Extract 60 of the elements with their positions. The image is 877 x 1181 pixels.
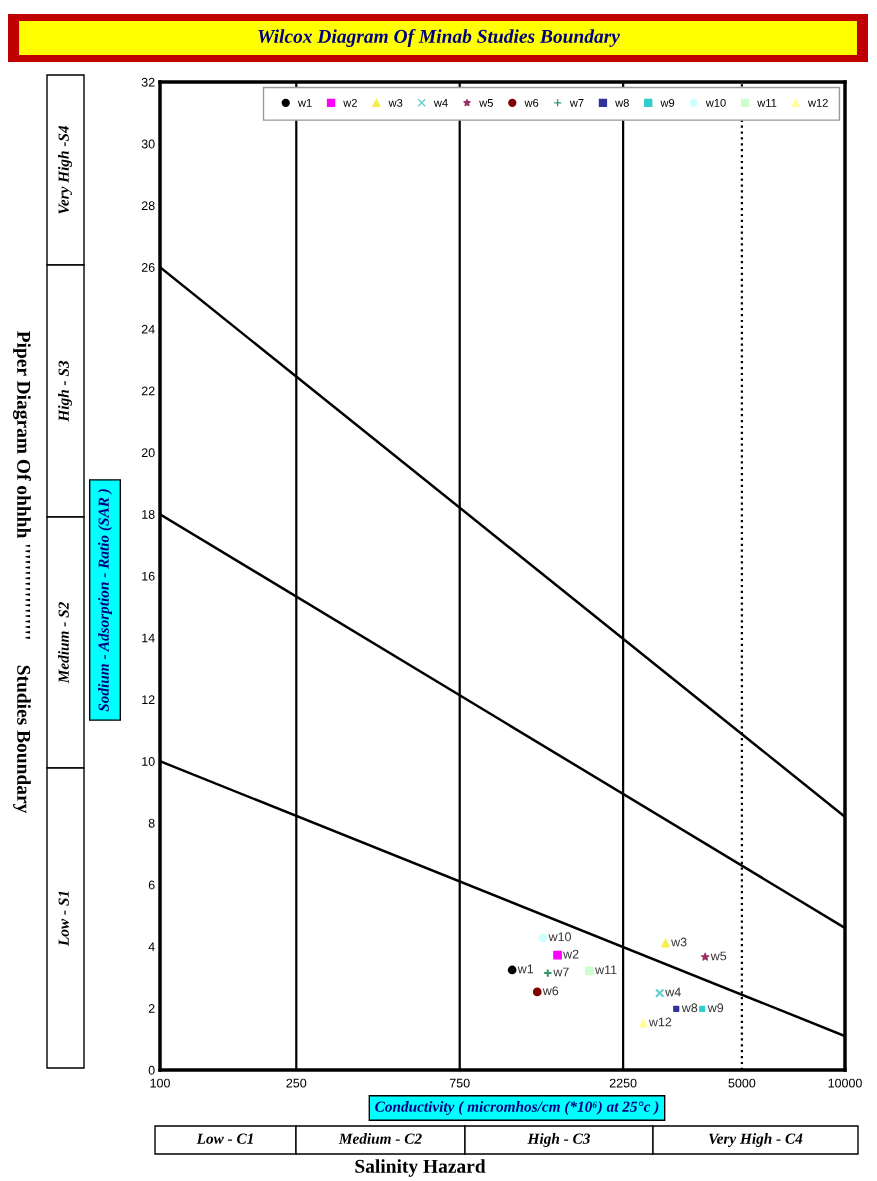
y-tick-label: 6 xyxy=(148,880,155,890)
text: w5 xyxy=(710,951,727,961)
text: Salinity Hazard xyxy=(355,1159,486,1177)
x-tick-label: 2250 xyxy=(609,1078,637,1088)
x-tick-label: 100 xyxy=(150,1078,170,1088)
text: Medium - S2 xyxy=(58,602,69,684)
legend-label: w2 xyxy=(343,98,357,107)
text: w3 xyxy=(671,937,687,947)
y-tick-label: 20 xyxy=(141,448,155,458)
legend-label: w10 xyxy=(705,98,726,107)
legend-label: w9 xyxy=(660,98,675,107)
y-tick-label: 4 xyxy=(148,942,155,952)
x-tick-label: 250 xyxy=(286,1078,307,1088)
text: Very High - C4 xyxy=(709,1133,803,1147)
text: w4 xyxy=(665,987,681,997)
y-tick-label: 2 xyxy=(148,1004,155,1013)
legend-label: w3 xyxy=(388,98,403,107)
legend-label: w7 xyxy=(569,99,584,107)
y-tick-label: 26 xyxy=(141,263,155,272)
y-tick-label: 22 xyxy=(141,386,155,396)
y-tick-label: 14 xyxy=(142,633,155,643)
legend-label: w11 xyxy=(757,99,777,107)
y-tick-label: 24 xyxy=(141,324,155,334)
text: w6 xyxy=(542,986,559,996)
y-tick-label: 8 xyxy=(148,818,155,828)
text: High - C3 xyxy=(527,1133,590,1147)
legend-label: w8 xyxy=(615,98,629,107)
x-tick-label: 750 xyxy=(449,1078,470,1088)
y-tick-label: 18 xyxy=(142,510,155,519)
text: Piper Diagram Of ohhhh '''''''''''''''''' Studies Boundary xyxy=(13,331,31,814)
legend-label: w1 xyxy=(297,99,312,107)
y-tick-label: 30 xyxy=(141,139,155,149)
legend-label: w4 xyxy=(433,99,448,107)
text: Low - C1 xyxy=(196,1133,253,1144)
text: Low - S1 xyxy=(58,891,69,947)
chart-title: Wilcox Diagram Of Minab Studies Boundary xyxy=(258,29,620,47)
legend-label: w5 xyxy=(479,99,493,107)
text: w8 xyxy=(681,1003,698,1013)
y-tick-label: 28 xyxy=(141,201,155,211)
y-tick-label: 10 xyxy=(142,757,155,766)
text: w12 xyxy=(648,1017,672,1027)
x-tick-label: 10000 xyxy=(828,1078,862,1088)
y-tick-label: 16 xyxy=(142,571,155,581)
text: w2 xyxy=(563,949,579,959)
text: w1 xyxy=(517,964,534,974)
text: w7 xyxy=(553,967,569,977)
text: w10 xyxy=(548,932,571,942)
x-tick-label: 5000 xyxy=(728,1078,756,1088)
y-tick-label: 12 xyxy=(142,695,155,705)
y-axis-title: Sodium - Adsorption - Ratio (SAR ) xyxy=(98,489,112,712)
text: w9 xyxy=(707,1003,724,1013)
text: Medium - C2 xyxy=(338,1133,422,1144)
text: High - S3 xyxy=(58,360,72,422)
text: w11 xyxy=(595,965,617,975)
y-tick-label: 32 xyxy=(141,77,155,87)
legend-label: w12 xyxy=(807,98,828,107)
x-axis-title: Conductivity ( micromhos/cm (*10⁶) at 25°c ) xyxy=(375,1101,659,1115)
legend-label: w6 xyxy=(524,98,539,107)
y-tick-label: 0 xyxy=(148,1065,155,1075)
text: Very High -S4 xyxy=(58,125,72,214)
